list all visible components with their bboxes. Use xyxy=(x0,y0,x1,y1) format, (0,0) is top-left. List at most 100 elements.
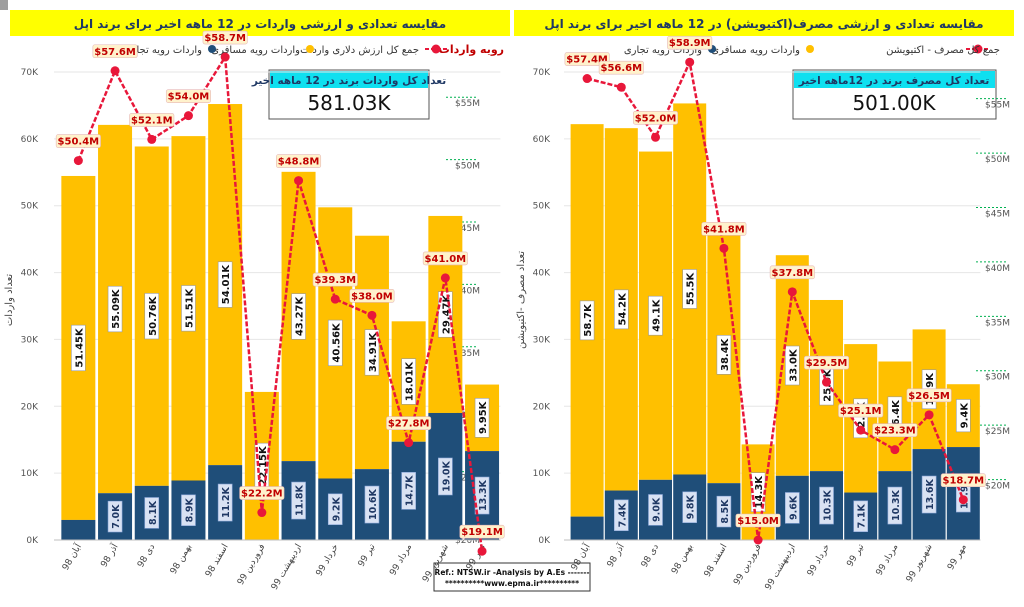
value-label: $58.9M xyxy=(669,38,711,49)
value-label: $25.1M xyxy=(840,406,882,417)
label-box xyxy=(579,300,595,341)
value-point xyxy=(787,287,797,297)
y-tick-label: 0K xyxy=(538,536,551,546)
value-line xyxy=(77,53,484,552)
y2-tick-label: $35M xyxy=(985,318,1010,328)
label-box xyxy=(144,293,160,340)
label-box xyxy=(107,500,123,533)
value-label-box xyxy=(906,388,952,403)
label-box xyxy=(887,486,903,525)
commercial-value-label: 13.6K xyxy=(921,475,937,514)
label-text: 13.6K xyxy=(925,479,936,510)
x-tick-label: شهریور 99 xyxy=(905,543,935,585)
value-point xyxy=(651,132,660,142)
label-box xyxy=(291,481,306,520)
label-text: 9.0K xyxy=(652,497,663,522)
x-tick-label: بهمن 98 xyxy=(169,543,194,577)
label-box xyxy=(682,491,698,523)
passenger-value-label: 9.95K xyxy=(474,398,490,438)
x-tick-label: مهر 99 xyxy=(946,542,969,572)
x-tick-label: مرداد 99 xyxy=(388,542,414,577)
x-tick-label: خرداد 99 xyxy=(315,543,341,579)
label-box xyxy=(613,289,629,330)
right-kpi-value: 501.00K xyxy=(852,91,936,115)
value-point xyxy=(856,425,866,435)
left-legend-passenger: واردات رویه مسافری xyxy=(211,45,300,56)
value-label: $56.6M xyxy=(601,63,643,74)
right-legend-total: جمع کل مصرف - اکتیویشن xyxy=(886,45,1000,56)
value-label: $39.3M xyxy=(314,275,356,286)
left-chart-marks: 0K10K20K30K40K50K60K70K$20M$25M$30M$35M$… xyxy=(21,30,505,592)
value-label: $18.7M xyxy=(943,476,985,487)
commercial-value-label: 8.5K xyxy=(716,495,732,528)
label-text: 13.3K xyxy=(478,480,489,511)
label-box xyxy=(401,472,416,510)
legend-passenger-marker xyxy=(806,45,814,53)
value-label: $57.6M xyxy=(94,47,136,58)
y-tick-label: 50K xyxy=(533,202,551,212)
label-box xyxy=(107,285,123,333)
x-tick-label: اسفند 98 xyxy=(204,543,231,579)
value-point xyxy=(685,57,695,67)
commercial-value-label: 8.9K xyxy=(181,494,196,526)
passenger-value-label: 33.0K xyxy=(784,345,800,386)
right-chart-marks: 0K 10K 20K 30K 40K 50K 60K 70K $20M $25M $30M $35M $… xyxy=(533,35,1010,593)
footer-reference: Ref.: NTSW.ir -Analysis by A.Es ------- … xyxy=(433,562,591,592)
commercial-value-label: 11.2K xyxy=(217,483,233,522)
value-label-box xyxy=(422,251,468,266)
x-tick-label: دی 98 xyxy=(136,543,157,570)
right-title-bar xyxy=(514,10,1014,36)
y-tick-label: 20K xyxy=(21,402,39,412)
value-point xyxy=(73,156,83,166)
label-box xyxy=(364,485,380,524)
left-legend-total: جمع کل ارزش دلاری واردات xyxy=(300,45,419,56)
label-box xyxy=(716,335,732,375)
passenger-value-label: 54.2K xyxy=(613,289,629,330)
commercial-value-label: 11.8K xyxy=(291,481,306,520)
label-box xyxy=(291,293,306,340)
label-text: 55.09K xyxy=(111,288,122,329)
label-box xyxy=(784,345,800,386)
label-text: 14.3K xyxy=(754,475,765,509)
right-legend: جمع کل مصرف - اکتیویشن واردات رویه مسافر… xyxy=(624,44,1000,56)
label-box xyxy=(181,494,196,526)
label-text: 50.76K xyxy=(148,295,159,336)
label-text: 33.0K xyxy=(788,348,799,382)
y-tick-label: 40K xyxy=(533,269,551,279)
value-label-box xyxy=(459,524,505,539)
label-box xyxy=(955,399,971,433)
value-label: $27.8M xyxy=(388,419,430,430)
value-label-box xyxy=(735,513,781,528)
value-label: $41.8M xyxy=(703,224,745,235)
label-text: 58.7K xyxy=(583,303,594,337)
value-label-box xyxy=(165,89,211,103)
x-tick-label: فروردین 99 xyxy=(732,543,763,588)
value-label-box xyxy=(564,52,610,66)
left-legend-commercial: واردات رویه تجاری xyxy=(124,45,202,56)
y2-tick-label: $40M xyxy=(985,264,1010,274)
x-tick-label: خرداد 99 xyxy=(806,543,832,579)
y-tick-label: 70K xyxy=(21,68,39,78)
value-label-box xyxy=(349,289,395,303)
y2-tick-label: $40M xyxy=(455,286,480,296)
y-tick-label: 30K xyxy=(21,335,39,345)
value-label: $15.0M xyxy=(737,516,779,527)
left-title-bar xyxy=(10,10,510,36)
value-point xyxy=(440,273,450,283)
left-chart: مقایسه تعدادی و ارزشی واردات در 12 ماهه … xyxy=(4,10,510,326)
label-text: 29.47K xyxy=(441,294,452,335)
label-box xyxy=(921,475,937,514)
label-text: 10.3K xyxy=(891,490,902,521)
x-tick-label: آذر 98 xyxy=(604,541,627,569)
value-label-box xyxy=(129,113,175,127)
commercial-value-label: 7.4K xyxy=(613,499,629,531)
x-tick-label: اردیبهشت 99 xyxy=(764,543,798,593)
value-point xyxy=(220,52,230,62)
label-box xyxy=(853,500,869,532)
commercial-value-label: 9.8K xyxy=(682,491,698,523)
x-tick-label: تیر 99 xyxy=(357,542,378,569)
passenger-value-label: 9.4K xyxy=(955,399,971,433)
right-legend-commercial: واردات رویه تجاری xyxy=(624,45,702,56)
label-text: 9.6K xyxy=(788,495,799,520)
